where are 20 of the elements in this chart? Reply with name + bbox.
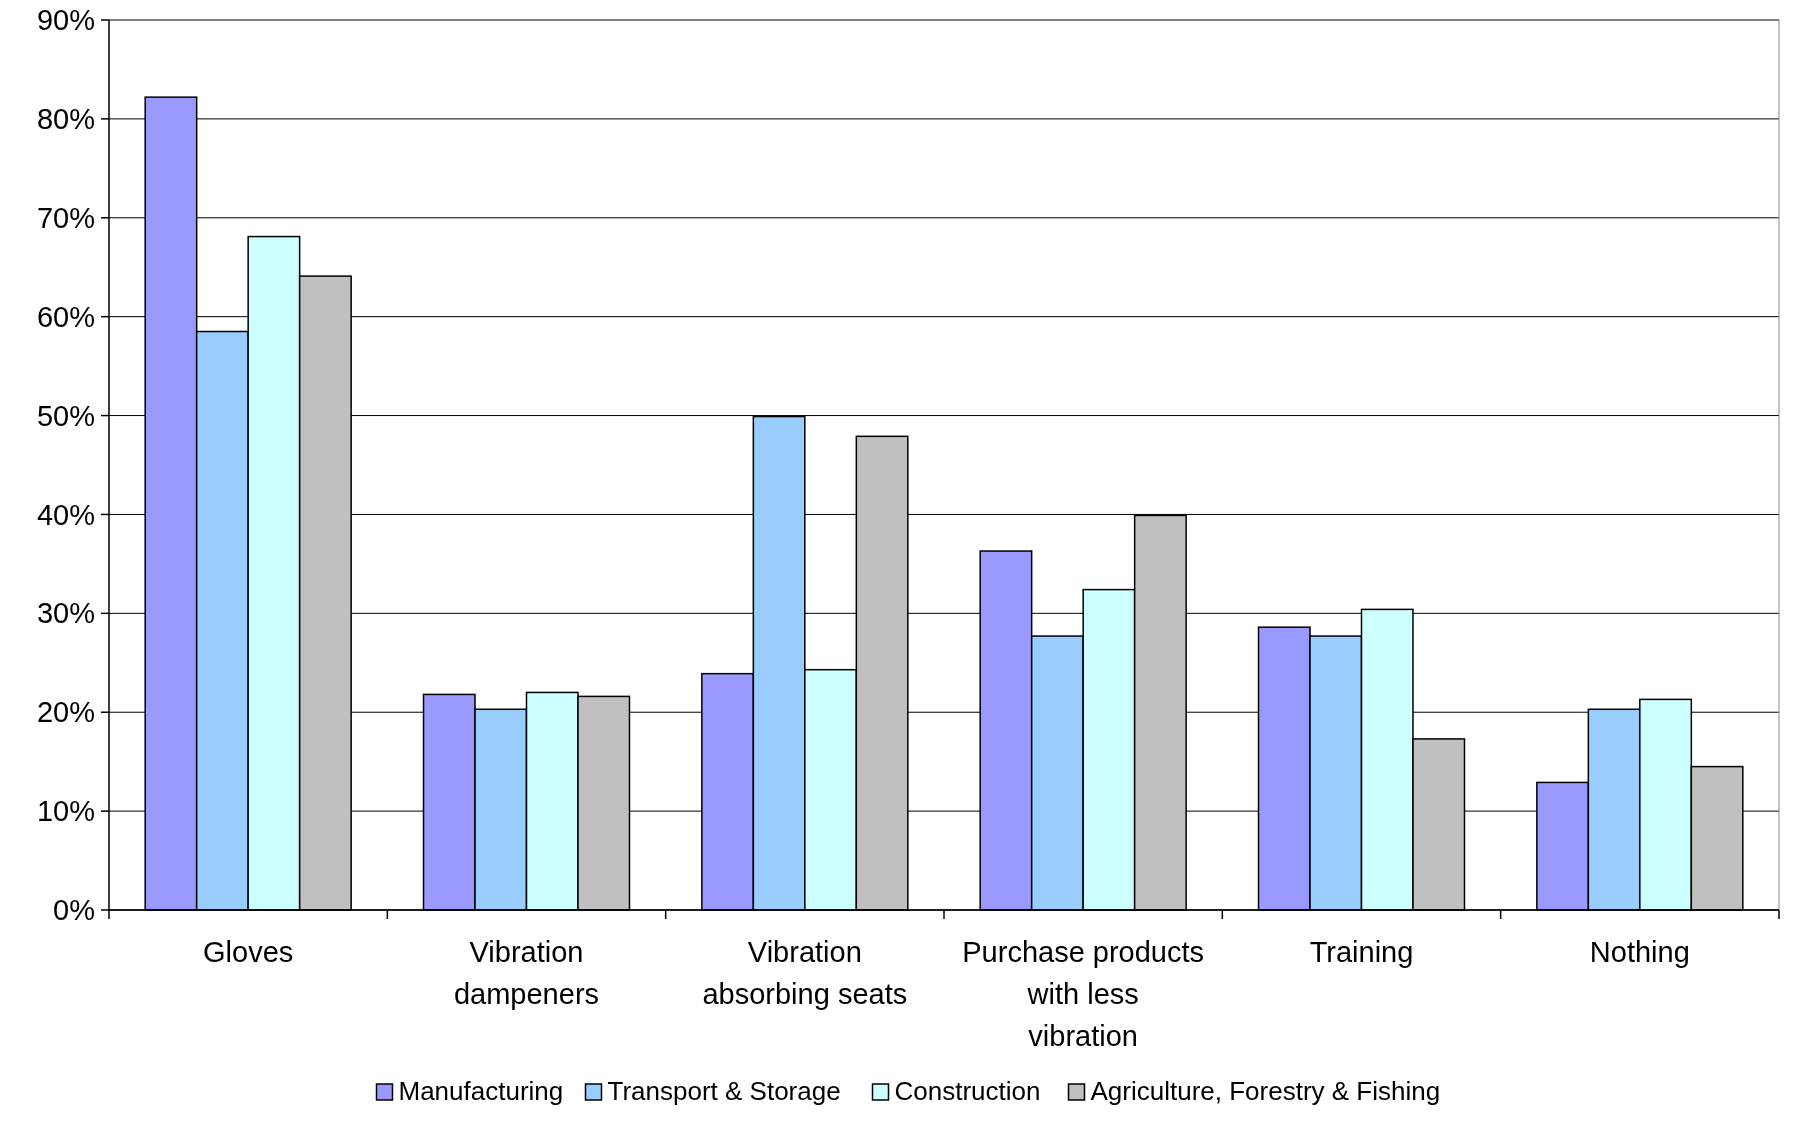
y-tick-label: 30% [36, 597, 95, 630]
y-tick-label: 10% [36, 795, 95, 828]
x-tick-label: Gloves [203, 936, 294, 968]
y-tick-label: 80% [36, 103, 95, 136]
y-tick-label: 70% [36, 201, 95, 234]
x-tick-label: Vibration dampeners [453, 936, 600, 1010]
y-tick-label: 50% [36, 399, 95, 432]
y-tick-label: 0% [53, 894, 95, 927]
legend-label: Manufacturing [398, 1076, 564, 1106]
x-tick-label: Vibration absorbing seats [702, 936, 908, 1010]
legend-label: Transport & Storage [607, 1076, 841, 1106]
y-tick-label: 90% [36, 4, 95, 37]
y-tick-label: 20% [36, 696, 95, 729]
x-tick-label: Training [1309, 936, 1414, 968]
y-tick-label: 60% [36, 300, 95, 333]
legend-label: Construction [894, 1076, 1041, 1106]
x-tick-label: Purchase products with less vibration [962, 936, 1205, 1052]
y-tick-label: 40% [36, 498, 95, 531]
x-tick-label: Nothing [1589, 936, 1690, 968]
legend-label: Agriculture, Forestry & Fishing [1090, 1076, 1441, 1106]
